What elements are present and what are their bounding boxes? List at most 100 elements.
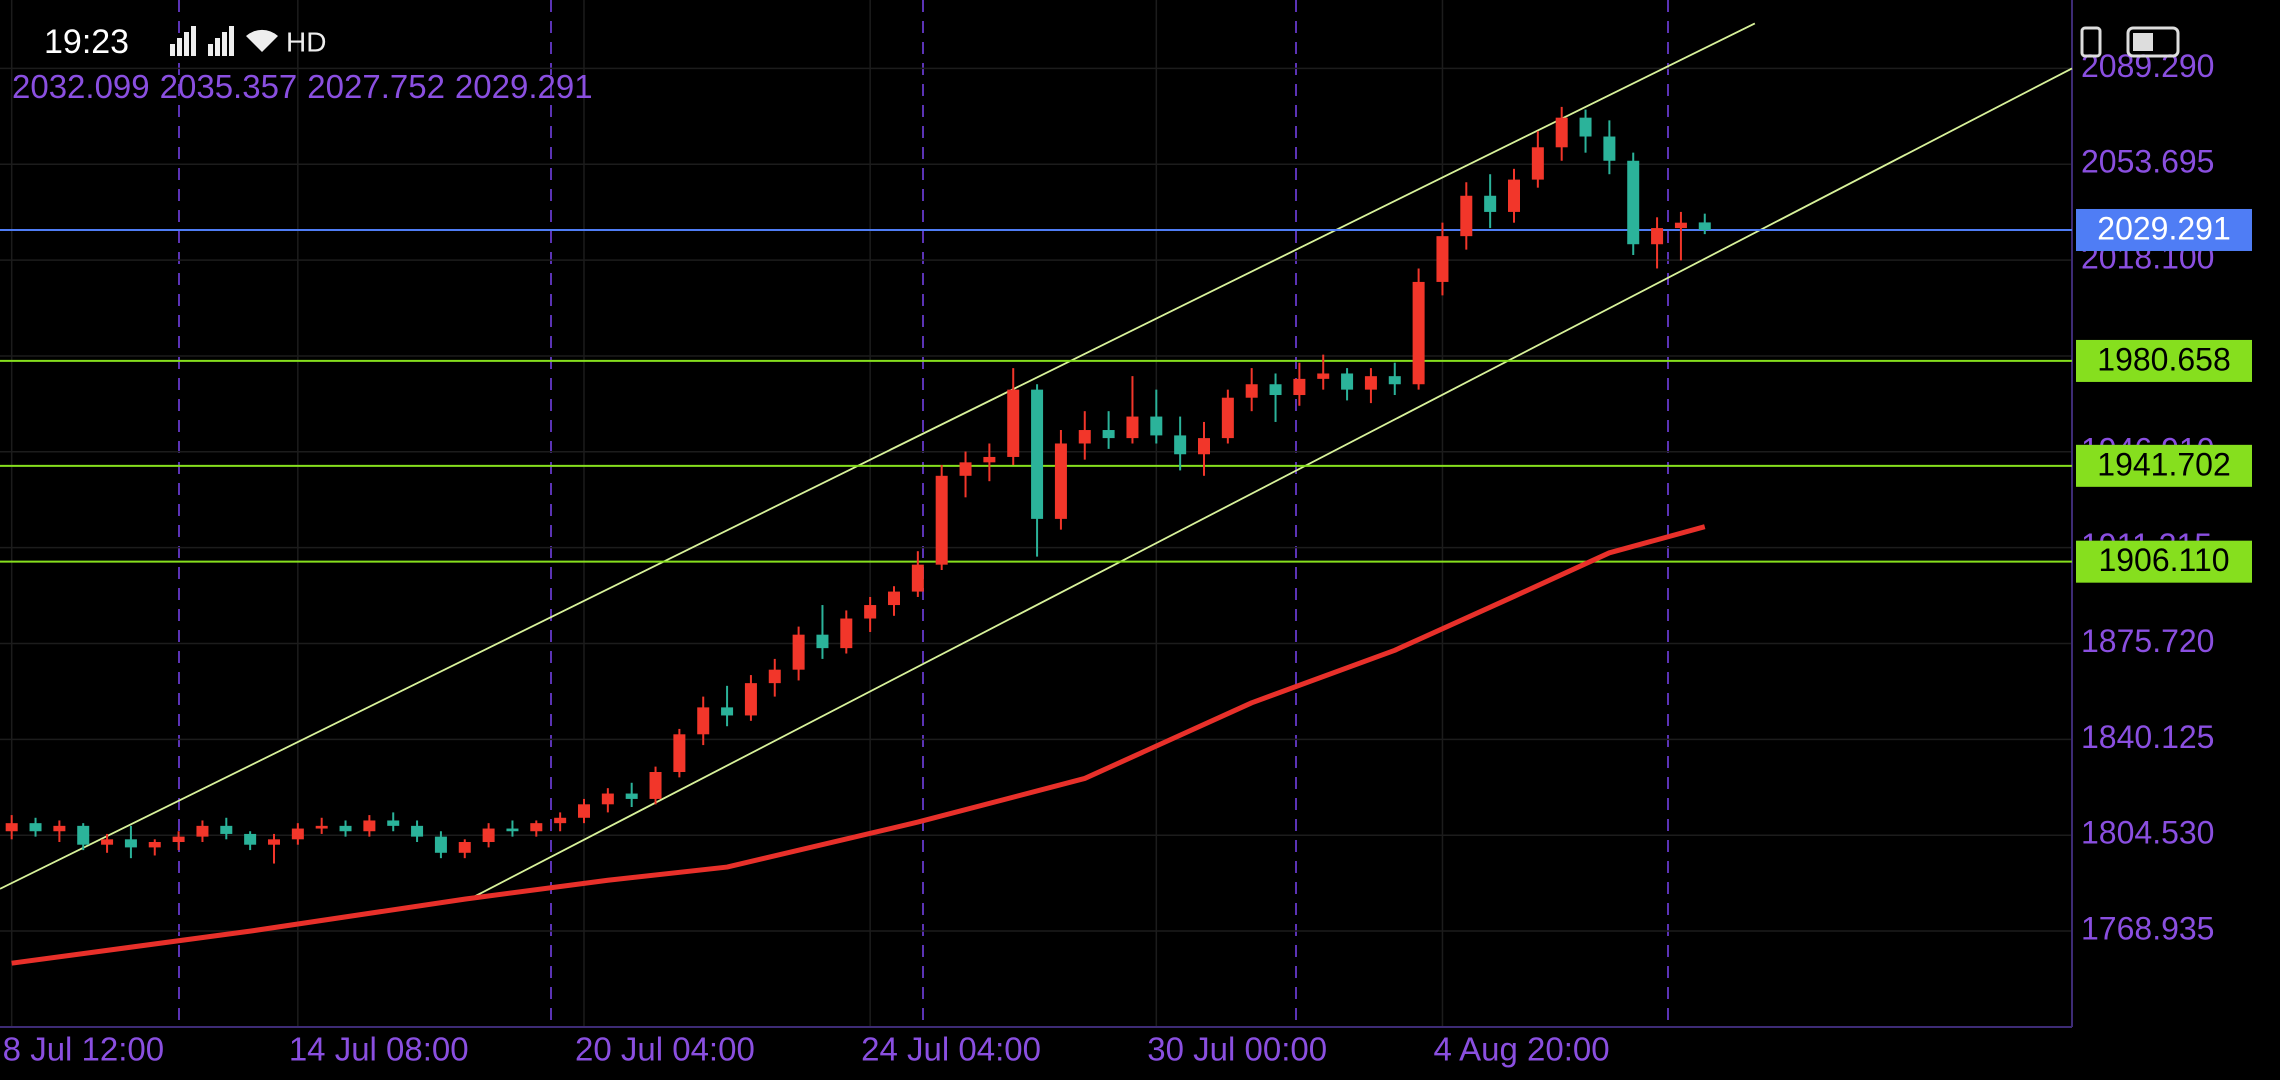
signal-bar	[229, 26, 234, 56]
candle-body	[1651, 228, 1664, 245]
candle-body	[625, 793, 638, 799]
candle-body	[864, 605, 877, 619]
candle-body	[1197, 438, 1210, 455]
ohlc-value: 2035.357	[160, 68, 298, 105]
candle-body	[530, 823, 543, 832]
candle-body	[291, 828, 304, 840]
candle-body	[601, 793, 614, 805]
ohlc-header: 2032.099 2035.357 2027.752 2029.291	[12, 68, 593, 105]
candle-body	[887, 591, 900, 606]
candle-body	[1507, 179, 1520, 212]
candle-body	[101, 839, 114, 845]
candle-body	[1078, 430, 1091, 444]
candle-body	[148, 842, 161, 848]
vibrate-icon	[2080, 26, 2102, 58]
candle-body	[959, 462, 972, 476]
candle-body	[506, 828, 519, 832]
ohlc-value: 2027.752	[307, 68, 445, 105]
period-separators	[178, 0, 1669, 1027]
price-label: 1980.658	[2097, 341, 2230, 377]
x-tick-label: 24 Jul 04:00	[861, 1031, 1041, 1068]
price-label: 1941.702	[2097, 446, 2230, 482]
candle-body	[816, 634, 829, 649]
price-label-box	[2076, 444, 2252, 487]
signal-bar	[208, 44, 213, 56]
candle-body	[1174, 435, 1187, 455]
candle-body	[267, 839, 280, 845]
candle-body	[29, 823, 42, 832]
candle-body	[1436, 236, 1449, 282]
candle-body	[1007, 389, 1020, 457]
candle-body	[387, 820, 400, 826]
candle-body	[77, 825, 90, 845]
price-label-box	[2076, 208, 2252, 251]
candle-body	[1269, 384, 1282, 396]
candle-body	[1102, 430, 1115, 439]
candle-body	[1341, 373, 1354, 390]
x-tick-label: 30 Jul 00:00	[1147, 1031, 1327, 1068]
price-label: 1906.110	[2098, 542, 2229, 578]
candle-body	[911, 564, 924, 592]
y-tick-label: 1840.125	[2081, 719, 2214, 755]
candle-body	[792, 634, 805, 670]
candle-body	[244, 833, 257, 845]
candle-body	[1460, 195, 1473, 237]
signal-bar	[215, 38, 220, 56]
candle-body	[482, 828, 495, 843]
candle-body	[196, 825, 209, 837]
candle-body	[1412, 281, 1425, 385]
candle-body	[554, 817, 567, 824]
price-label: 2029.291	[2097, 210, 2230, 246]
candle-body	[5, 823, 18, 832]
candle-body	[172, 836, 185, 843]
candle-body	[1031, 389, 1044, 519]
wifi-icon	[246, 29, 278, 52]
candle-body	[1317, 373, 1330, 379]
battery-icon	[2126, 26, 2180, 58]
ohlc-value: 2032.099	[12, 68, 150, 105]
ohlc-value: 2029.291	[455, 68, 593, 105]
signal-bar	[191, 26, 196, 56]
status-network: HD	[286, 26, 326, 57]
candle-body	[1293, 378, 1306, 396]
candle-body	[768, 669, 781, 684]
price-label-box	[2076, 339, 2252, 382]
y-tick-label: 1768.935	[2081, 910, 2214, 946]
x-tick-label: 20 Jul 04:00	[575, 1031, 755, 1068]
candle-body	[649, 772, 662, 799]
channel-line	[0, 22, 1756, 890]
candle-body	[434, 836, 447, 853]
candle-body	[840, 618, 853, 649]
status-time: 19:23	[44, 23, 129, 61]
candle-body	[458, 842, 471, 853]
x-tick-label: 4 Aug 20:00	[1433, 1031, 1609, 1068]
signal-bar	[184, 32, 189, 56]
candle-body	[363, 820, 376, 832]
candle-body	[1555, 117, 1568, 148]
candle-body	[697, 707, 710, 735]
candle-body	[744, 683, 757, 716]
candle-body	[935, 475, 948, 565]
y-tick-label: 2089.290	[2081, 48, 2214, 84]
y-tick-label: 1875.720	[2081, 623, 2214, 659]
candle-body	[1603, 136, 1616, 161]
candle-body	[1627, 160, 1640, 245]
candle-body	[1388, 376, 1401, 385]
x-tick-label: 14 Jul 08:00	[289, 1031, 469, 1068]
channel-line	[469, 67, 2073, 900]
candle-body	[1484, 195, 1497, 212]
y-tick-label: 2053.695	[2081, 144, 2214, 180]
candle-body	[220, 825, 233, 834]
candle-body	[1221, 397, 1234, 439]
candle-body	[1579, 117, 1592, 137]
candle-body	[1126, 416, 1139, 439]
x-tick-label: 8 Jul 12:00	[3, 1031, 164, 1068]
candle-body	[1531, 147, 1544, 180]
candle-body	[673, 734, 686, 773]
moving-average	[11, 524, 1706, 966]
y-tick-label: 1804.530	[2081, 815, 2214, 851]
signal-bar	[177, 38, 182, 56]
candle-body	[124, 839, 137, 848]
